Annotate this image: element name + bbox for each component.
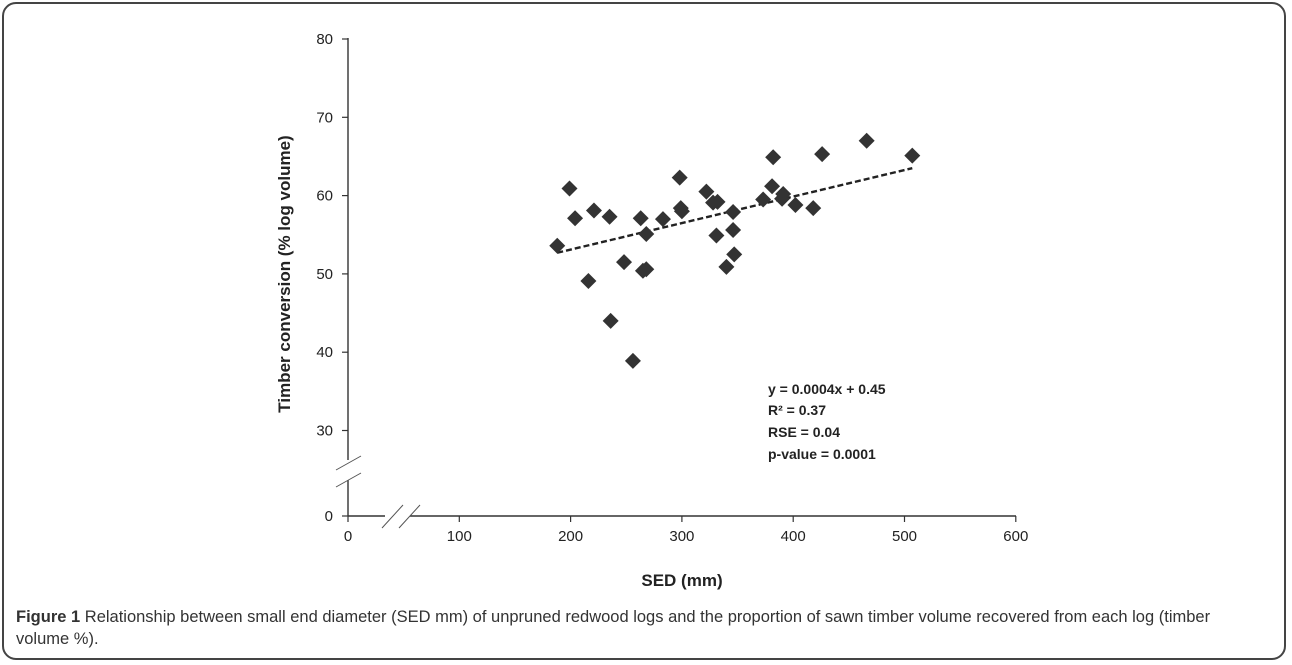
y-axis-title: Timber conversion (% log volume): [275, 135, 294, 412]
data-point-13: [654, 211, 671, 228]
data-point-11: [638, 225, 655, 242]
y-tick-label-40: 40: [316, 344, 333, 361]
data-point-34: [904, 147, 921, 164]
x-axis-title: SED (mm): [641, 571, 722, 590]
data-points: [549, 132, 921, 369]
caption-label: Figure 1: [16, 608, 81, 626]
caption-text: Relationship between small end diameter …: [16, 608, 1211, 648]
data-point-24: [726, 246, 743, 263]
y-tick-label-80: 80: [316, 31, 333, 48]
data-point-0: [549, 237, 566, 254]
figure-caption: Figure 1 Relationship between small end …: [16, 606, 1266, 650]
data-point-31: [805, 200, 822, 217]
y-tick-label-0: 0: [325, 508, 333, 525]
data-point-33: [858, 132, 875, 149]
x-tick-label-600: 600: [1003, 528, 1028, 545]
data-point-12: [638, 261, 655, 278]
data-point-19: [708, 227, 725, 244]
data-point-30: [787, 196, 804, 213]
data-point-23: [725, 222, 742, 239]
y-tick-label-30: 30: [316, 423, 333, 440]
y-tick-label-60: 60: [316, 188, 333, 205]
x-axis-break-mark: [381, 504, 421, 529]
data-point-2: [567, 210, 584, 227]
data-point-7: [616, 254, 633, 271]
equation-label: y = 0.0004x + 0.45: [768, 381, 886, 397]
data-point-22: [725, 204, 742, 221]
x-tick-label-100: 100: [447, 528, 472, 545]
data-point-29: [775, 186, 792, 203]
y-tick-label-70: 70: [316, 109, 333, 126]
tick-labels: 0 100 200 300 400 500 600 0 30 40 50 60 70 80: [316, 31, 1028, 545]
y-axis-break-mark: [335, 455, 362, 488]
data-point-21: [718, 258, 735, 275]
x-tick-label-0: 0: [344, 528, 352, 545]
data-point-14: [671, 169, 688, 186]
r-squared-label: R² = 0.37: [768, 402, 826, 418]
x-tick-label-400: 400: [781, 528, 806, 545]
x-tick-label-300: 300: [669, 528, 694, 545]
data-point-17: [698, 183, 715, 200]
data-point-5: [601, 208, 618, 225]
chart-axes: [335, 38, 1016, 529]
data-point-4: [585, 202, 602, 219]
data-point-1: [561, 180, 578, 197]
data-point-32: [814, 146, 831, 163]
data-point-8: [624, 352, 641, 369]
y-tick-label-50: 50: [316, 266, 333, 283]
p-value-label: p-value = 0.0001: [768, 446, 876, 462]
data-point-25: [755, 191, 772, 208]
data-point-6: [602, 312, 619, 329]
data-point-27: [765, 149, 782, 166]
regression-annotation: y = 0.0004x + 0.45 R² = 0.37 RSE = 0.04 …: [768, 381, 886, 462]
data-point-20: [709, 193, 726, 210]
data-point-9: [632, 210, 649, 227]
x-tick-label-500: 500: [892, 528, 917, 545]
rse-label: RSE = 0.04: [768, 424, 840, 440]
data-point-16: [673, 203, 690, 220]
axis-ticks: [342, 38, 1017, 522]
x-tick-label-200: 200: [558, 528, 583, 545]
scatter-chart: 0 100 200 300 400 500 600 0 30 40 50 60 70 80 Timber …: [275, 31, 1028, 590]
data-point-26: [764, 178, 781, 195]
data-point-3: [580, 272, 597, 289]
